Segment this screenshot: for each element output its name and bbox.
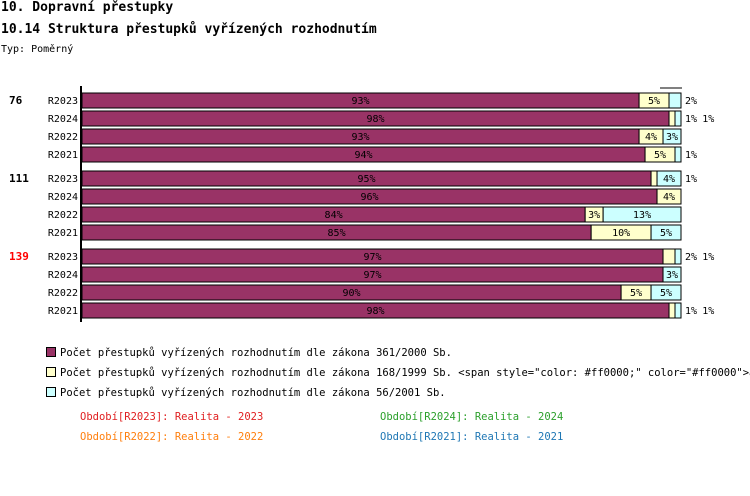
bar-value-label: 1% xyxy=(685,114,697,125)
bar-value-label: 1% xyxy=(702,114,714,125)
bar-value-label: 1% xyxy=(685,174,697,185)
legend-label: Počet přestupků vyřízených rozhodnutím d… xyxy=(60,367,750,379)
page-title: 10. Dopravní přestupky xyxy=(1,0,174,15)
bar-value-label: 4% xyxy=(663,174,675,185)
bar-segment xyxy=(602,206,682,223)
bar-value-label: 98% xyxy=(366,114,384,125)
bar-segment xyxy=(668,92,682,109)
bar-value-label: 5% xyxy=(660,228,672,239)
legend-label: Počet přestupků vyřízených rozhodnutím d… xyxy=(60,387,446,399)
bar-value-label: 13% xyxy=(633,210,651,221)
legend-item-1: Počet přestupků vyřízených rozhodnutím d… xyxy=(46,347,452,359)
chart-title: 10.14 Struktura přestupků vyřízených roz… xyxy=(1,22,377,37)
bar-value-label: 97% xyxy=(363,270,381,281)
bar-value-label: 96% xyxy=(360,192,378,203)
row-label: R2023 xyxy=(48,252,78,263)
legend-item-2: Počet přestupků vyřízených rozhodnutím d… xyxy=(46,367,750,379)
bar-segment xyxy=(662,266,682,283)
row-label: R2024 xyxy=(48,192,78,203)
bar-value-label: 5% xyxy=(648,96,660,107)
bar-value-label: 95% xyxy=(357,174,375,185)
legend-swatch xyxy=(46,387,56,397)
bar-value-label: 85% xyxy=(328,228,346,239)
bar-value-label: 3% xyxy=(666,270,678,281)
bar-value-label: 4% xyxy=(645,132,657,143)
row-label: R2024 xyxy=(48,270,78,281)
legend-label: Počet přestupků vyřízených rozhodnutím d… xyxy=(60,347,452,359)
row-label: R2022 xyxy=(48,210,78,221)
bar-value-label: 2% xyxy=(685,252,697,263)
bar-segment xyxy=(674,302,682,319)
row-label: R2022 xyxy=(48,288,78,299)
bar-value-label: 1% xyxy=(685,150,697,161)
row-label: R2023 xyxy=(48,96,78,107)
bar-value-label: 3% xyxy=(666,132,678,143)
bar-segment xyxy=(674,110,682,127)
bar-segment xyxy=(656,170,682,187)
bar-segment xyxy=(668,110,676,127)
bar-value-label: 1% xyxy=(685,306,697,317)
bar-segment xyxy=(662,128,682,145)
bar-segment xyxy=(650,224,682,241)
group-label: 76 xyxy=(9,94,23,107)
group-label: 139 xyxy=(9,250,29,263)
type-label: Typ: Poměrný xyxy=(1,44,74,55)
bar-value-label: 4% xyxy=(663,192,675,203)
bar-value-label: 5% xyxy=(654,150,666,161)
stacked-bar-chart: 76 R2023 93% 5% 2% R2024 98% 1% 1% R2022 93% 4% 3% R2… xyxy=(9,86,714,322)
legend-swatch xyxy=(46,347,56,357)
bar-value-label: 5% xyxy=(660,288,672,299)
period-r2023: Období[R2023]: Realita - 2023 xyxy=(80,411,264,423)
bar-value-label: 1% xyxy=(702,252,714,263)
bar-value-label: 1% xyxy=(702,306,714,317)
row-label: R2024 xyxy=(48,114,78,125)
bar-segment xyxy=(650,170,658,187)
bar-value-label: 97% xyxy=(363,252,381,263)
row-label: R2022 xyxy=(48,132,78,143)
bar-value-label: 5% xyxy=(630,288,642,299)
row-label: R2021 xyxy=(48,228,78,239)
bar-value-label: 90% xyxy=(343,288,361,299)
bar-value-label: 84% xyxy=(325,210,343,221)
bar-value-label: 10% xyxy=(612,228,630,239)
bar-segment xyxy=(668,302,676,319)
legend-swatch xyxy=(46,367,56,377)
bar-value-label: 93% xyxy=(352,96,370,107)
bar-segment xyxy=(674,146,682,163)
bar-value-label: 2% xyxy=(685,96,697,107)
row-label: R2021 xyxy=(48,150,78,161)
period-r2022: Období[R2022]: Realita - 2022 xyxy=(80,431,264,443)
period-r2021: Období[R2021]: Realita - 2021 xyxy=(380,431,564,443)
row-label: R2023 xyxy=(48,174,78,185)
bar-segment xyxy=(650,284,682,301)
bar-value-label: 98% xyxy=(366,306,384,317)
bar-value-label: 3% xyxy=(588,210,600,221)
bar-value-label: 94% xyxy=(354,150,372,161)
period-r2024: Období[R2024]: Realita - 2024 xyxy=(380,411,564,423)
bar-segment xyxy=(674,248,682,265)
legend-item-3: Počet přestupků vyřízených rozhodnutím d… xyxy=(46,387,446,399)
bar-segment xyxy=(656,188,682,205)
row-label: R2021 xyxy=(48,306,78,317)
group-label: 111 xyxy=(9,172,29,185)
bar-segment xyxy=(662,248,676,265)
bar-value-label: 93% xyxy=(352,132,370,143)
